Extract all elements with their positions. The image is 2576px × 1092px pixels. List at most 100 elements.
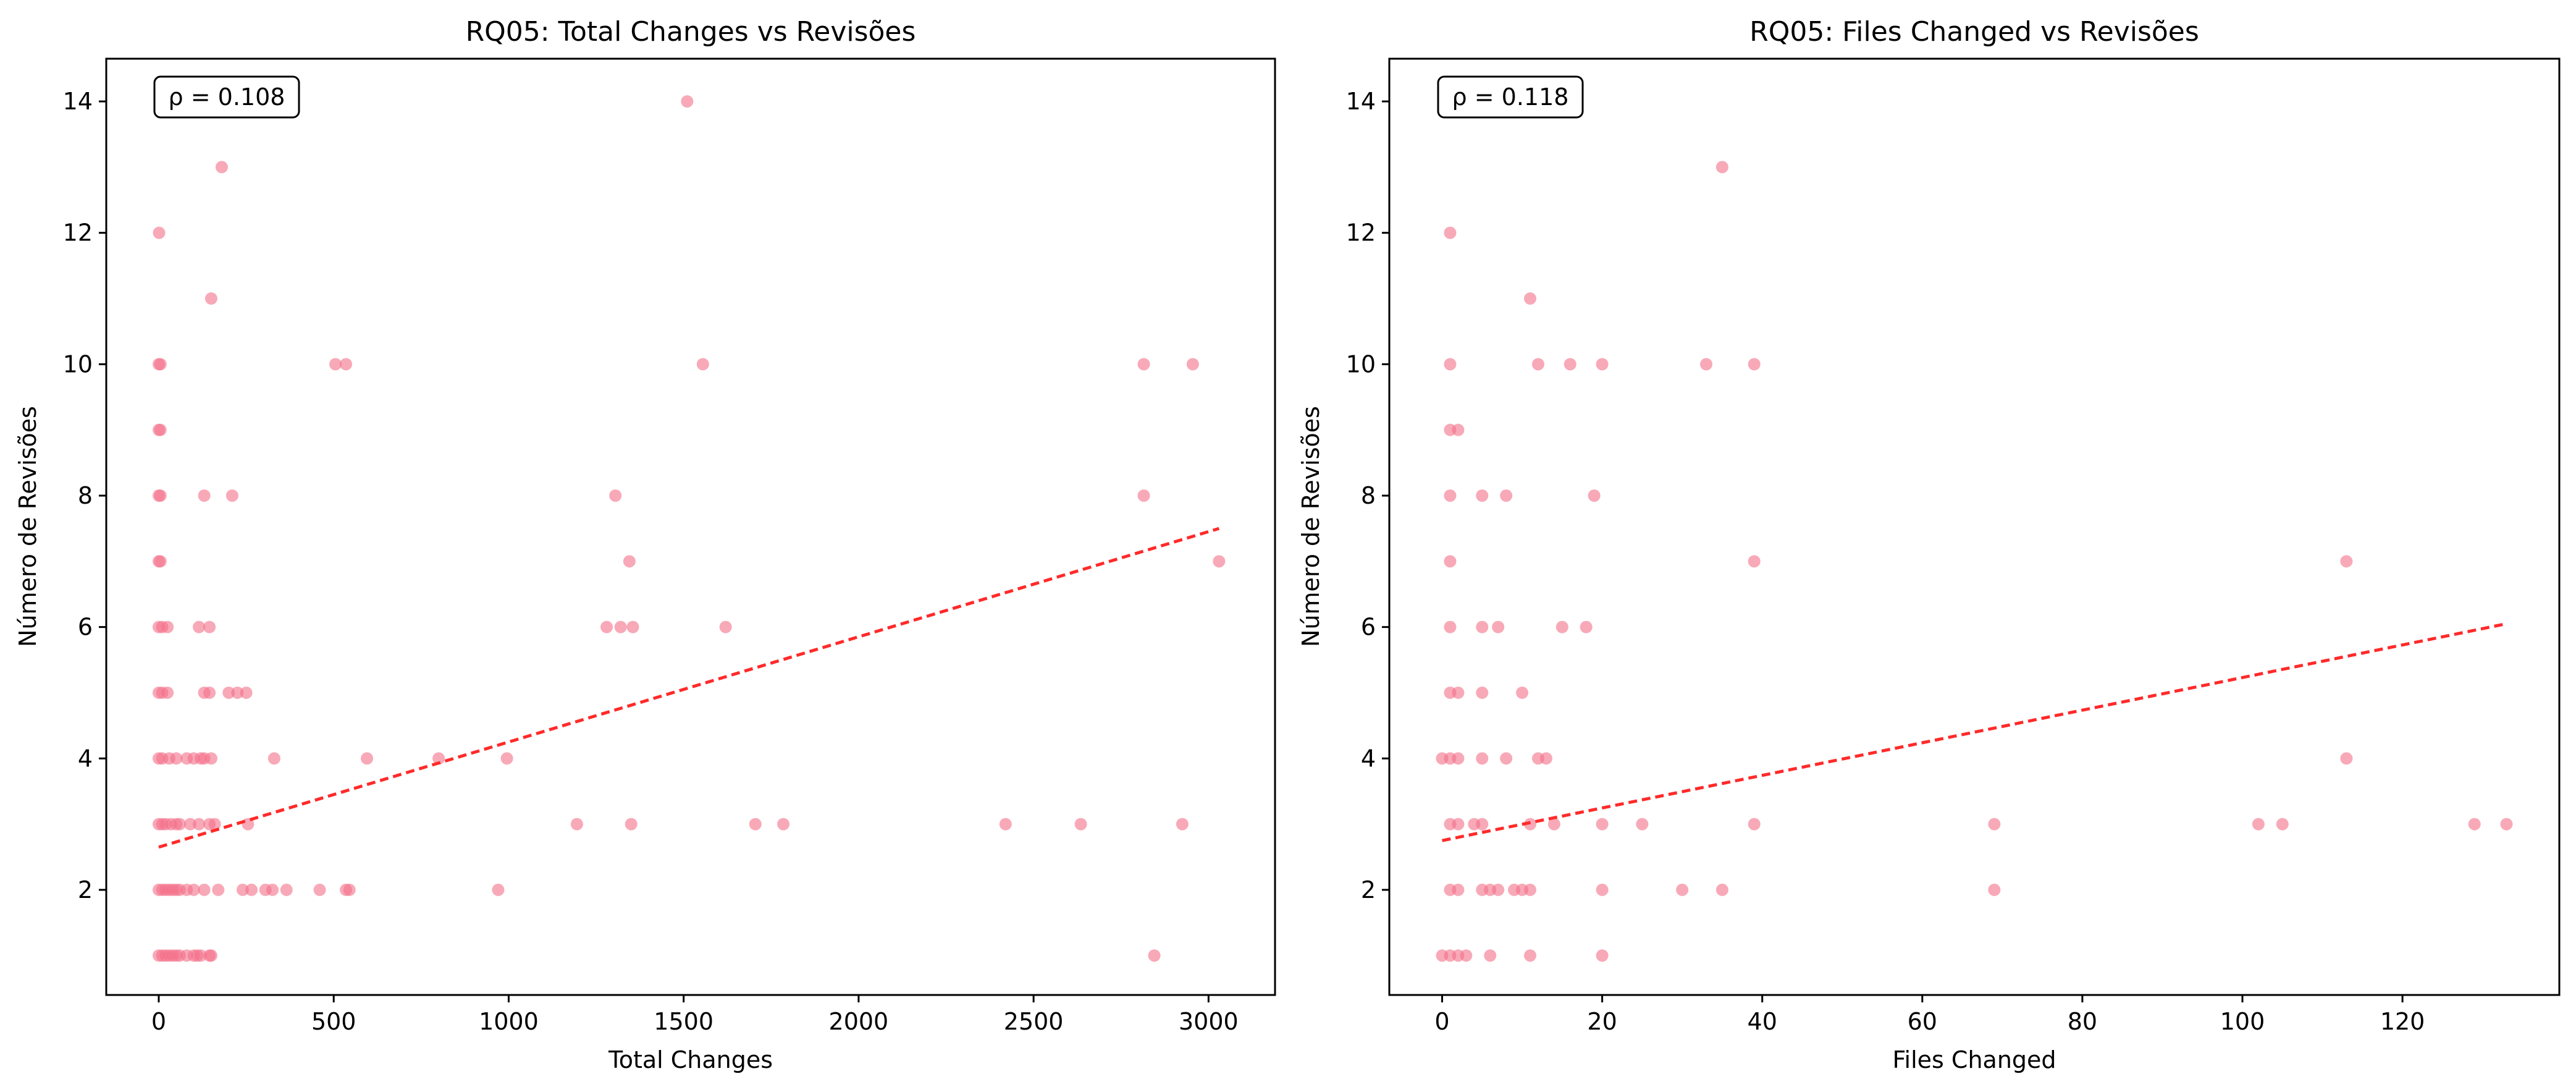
scatter-point: [215, 161, 228, 174]
scatter-point: [1492, 620, 1505, 633]
scatter-point: [1676, 883, 1689, 896]
plot-frame: [105, 57, 1276, 996]
scatter-point: [194, 949, 207, 962]
scatter-point: [170, 752, 183, 765]
scatter-point: [2468, 818, 2481, 831]
scatter-point: [999, 818, 1012, 831]
scatter-point: [1484, 949, 1497, 962]
scatter-point: [280, 883, 293, 896]
scatter-point: [1596, 358, 1609, 371]
scatter-point: [1524, 883, 1537, 896]
trend-line: [158, 527, 1220, 849]
scatter-point: [313, 883, 326, 896]
y-tick-label: 12: [63, 219, 93, 247]
scatter-point: [609, 489, 622, 502]
scatter-point: [1444, 226, 1457, 239]
y-tick-label: 4: [78, 745, 93, 772]
plot-frame: [1388, 57, 2561, 996]
scatter-point: [1636, 818, 1649, 831]
scatter-point: [1452, 883, 1465, 896]
scatter-point: [161, 686, 174, 699]
y-tick-label: 6: [78, 614, 93, 641]
scatter-point: [2340, 752, 2353, 765]
scatter-point: [1748, 555, 1761, 568]
scatter-point: [1539, 752, 1552, 765]
scatter-point: [719, 620, 732, 633]
scatter-point: [1186, 358, 1199, 371]
x-tick-label: 60: [1908, 1008, 1937, 1035]
trend-line: [1442, 622, 2507, 842]
scatter-point: [236, 883, 249, 896]
x-tick-label: 500: [311, 1008, 356, 1035]
scatter-point: [1476, 686, 1489, 699]
scatter-point: [198, 883, 211, 896]
scatter-point: [626, 620, 639, 633]
scatter-point: [1988, 818, 2001, 831]
scatter-point: [1555, 620, 1568, 633]
scatter-point: [777, 818, 790, 831]
x-axis-label: Total Changes: [608, 1046, 773, 1073]
scatter-point: [266, 883, 279, 896]
scatter-point: [1500, 489, 1513, 502]
y-tick-label: 4: [1361, 745, 1376, 772]
x-tick-label: 40: [1748, 1008, 1777, 1035]
subplot-files-changed: RQ05: Files Changed vs Revisões 2 4 6 8 10 12…: [1297, 16, 2561, 1073]
y-tick-label: 14: [1346, 88, 1376, 115]
scatter-point: [154, 555, 167, 568]
scatter-point: [198, 489, 211, 502]
y-axis-label: Número de Revisões: [1297, 406, 1324, 647]
scatter-point: [1500, 752, 1513, 765]
scatter-point: [240, 686, 253, 699]
scatter-point: [1460, 949, 1473, 962]
correlation-box-border: [153, 75, 300, 119]
scatter-point: [1700, 358, 1713, 371]
x-tick-label: 3000: [1179, 1008, 1239, 1035]
scatter-point: [1137, 358, 1150, 371]
scatter-point: [1580, 620, 1593, 633]
scatter-point: [1213, 555, 1226, 568]
y-tick-label: 2: [1361, 876, 1376, 904]
chart-title: RQ05: Files Changed vs Revisões: [1749, 16, 2199, 48]
x-tick-label: 0: [151, 1008, 166, 1035]
y-ticks: 2 4 6 8 10 12 14: [1346, 88, 1389, 904]
y-tick-label: 10: [63, 350, 93, 378]
scatter-point: [193, 620, 206, 633]
scatter-point: [329, 358, 342, 371]
scatter-point: [625, 818, 638, 831]
scatter-point: [340, 358, 353, 371]
scatter-point: [1444, 358, 1457, 371]
scatter-point: [1715, 883, 1728, 896]
scatter-point: [231, 686, 244, 699]
scatter-point: [1148, 949, 1161, 962]
scatter-point: [1715, 161, 1728, 174]
scatter-point: [1444, 620, 1457, 633]
scatter-point: [500, 752, 513, 765]
x-ticks: 0 20 40 60 80 100 120: [1434, 995, 2425, 1035]
scatter-point: [204, 292, 217, 305]
correlation-label: ρ = 0.108: [169, 83, 285, 111]
scatter-point: [696, 358, 709, 371]
scatter-point: [1476, 752, 1489, 765]
scatter-point: [267, 752, 280, 765]
correlation-box: ρ = 0.118: [1437, 75, 1584, 119]
scatter-point: [432, 752, 445, 765]
x-tick-label: 0: [1434, 1008, 1449, 1035]
scatter-point: [2500, 818, 2513, 831]
scatter-point: [203, 686, 216, 699]
scatter-point: [161, 620, 174, 633]
scatter-point: [154, 489, 167, 502]
scatter-point: [1476, 620, 1489, 633]
y-tick-label: 2: [78, 876, 93, 904]
scatter-point: [1444, 555, 1457, 568]
scatter-point: [222, 686, 235, 699]
subplot-total-changes: RQ05: Total Changes vs Revisões 2 4 6 8 10 12…: [14, 16, 1276, 1073]
scatter-point: [2252, 818, 2265, 831]
scatter-point: [623, 555, 636, 568]
scatter-point: [1452, 818, 1465, 831]
y-axis-label: Número de Revisões: [14, 406, 41, 647]
scatter-point: [203, 620, 216, 633]
x-tick-label: 1500: [654, 1008, 713, 1035]
scatter-point: [1531, 358, 1544, 371]
scatter-point: [173, 818, 186, 831]
